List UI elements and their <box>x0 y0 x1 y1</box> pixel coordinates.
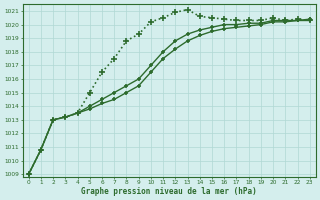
X-axis label: Graphe pression niveau de la mer (hPa): Graphe pression niveau de la mer (hPa) <box>81 187 257 196</box>
